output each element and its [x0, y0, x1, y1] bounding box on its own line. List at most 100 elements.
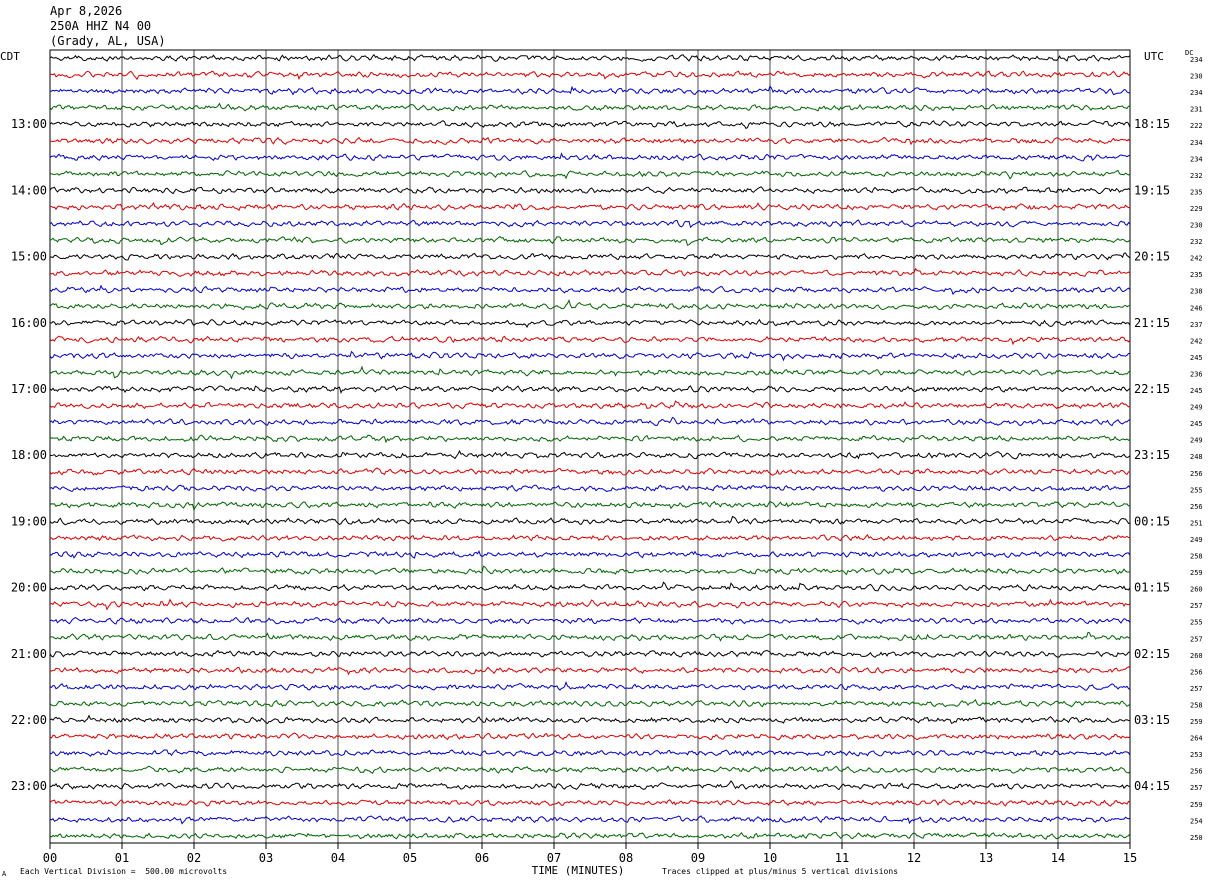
x-tick-label: 00: [43, 851, 57, 865]
dc-offset-value: 237: [1190, 321, 1203, 329]
seismic-trace: [49, 616, 1131, 625]
dc-offset-value: 232: [1190, 172, 1203, 180]
dc-offset-value: 257: [1190, 635, 1203, 643]
seismic-trace: [49, 299, 1131, 311]
left-timezone-label: CDT: [0, 50, 20, 63]
seismic-trace: [49, 267, 1131, 277]
seismic-trace: [49, 416, 1131, 427]
dc-offset-value: 250: [1190, 834, 1203, 842]
right-hour-label: 19:15: [1134, 183, 1170, 197]
seismic-trace: [49, 799, 1131, 807]
seismic-trace: [49, 365, 1131, 380]
seismic-trace: [49, 699, 1131, 708]
seismic-trace: [49, 335, 1131, 346]
dc-offset-value: 256: [1190, 470, 1203, 478]
seismic-trace: [49, 201, 1131, 211]
left-hour-label: 15:00: [11, 250, 47, 264]
dc-offset-value: 245: [1190, 387, 1203, 395]
seismic-trace: [49, 434, 1131, 444]
seismic-trace: [49, 631, 1131, 642]
seismic-trace: [49, 252, 1131, 261]
seismic-trace: [49, 714, 1131, 725]
dc-offset-value: 245: [1190, 420, 1203, 428]
x-tick-label: 06: [475, 851, 489, 865]
dc-offset-value: 242: [1190, 255, 1203, 263]
x-tick-label: 08: [619, 851, 633, 865]
dc-offset-value: 256: [1190, 503, 1203, 511]
right-hour-label: 22:15: [1134, 382, 1170, 396]
seismic-trace: [49, 732, 1131, 741]
right-hour-label: 02:15: [1134, 647, 1170, 661]
dc-offset-value: 236: [1190, 370, 1203, 378]
clipping-note: Traces clipped at plus/minus 5 vertical …: [662, 867, 899, 876]
dc-offset-value: 230: [1190, 73, 1203, 81]
x-tick-label: 11: [835, 851, 849, 865]
seismic-trace: [49, 780, 1131, 791]
dc-offset-value: 238: [1190, 288, 1203, 296]
x-tick-label: 10: [763, 851, 777, 865]
dc-offset-value: 255: [1190, 486, 1203, 494]
dc-offset-value: 232: [1190, 238, 1203, 246]
dc-offset-value: 259: [1190, 569, 1203, 577]
dc-offset-value: 235: [1190, 271, 1203, 279]
dc-offset-value: 246: [1190, 304, 1203, 312]
seismic-trace: [49, 169, 1131, 180]
x-tick-label: 13: [979, 851, 993, 865]
right-hour-label: 04:15: [1134, 779, 1170, 793]
dc-offset-value: 255: [1190, 619, 1203, 627]
seismic-trace: [49, 85, 1131, 96]
vertical-scale-note: Each Vertical Division = 500.00 microvol…: [20, 867, 228, 876]
recording-date: Apr 8,2026: [50, 4, 123, 18]
x-tick-label: 09: [691, 851, 705, 865]
dc-offset-value: 259: [1190, 718, 1203, 726]
dc-offset-value: 234: [1190, 139, 1203, 147]
dc-offset-value: 249: [1190, 437, 1203, 445]
seismic-trace: [49, 815, 1131, 825]
dc-offset-value: 222: [1190, 122, 1203, 130]
x-axis-title: TIME (MINUTES): [532, 864, 625, 877]
dc-offset-value: 251: [1190, 519, 1203, 527]
left-hour-label: 18:00: [11, 448, 47, 462]
seismic-trace: [49, 385, 1131, 394]
x-tick-label: 12: [907, 851, 921, 865]
dc-offset-value: 254: [1190, 817, 1203, 825]
seismic-trace: [49, 598, 1131, 611]
dc-offset-value: 258: [1190, 553, 1203, 561]
left-hour-label: 14:00: [11, 183, 47, 197]
dc-offset-value: 230: [1190, 222, 1203, 230]
seismic-trace: [49, 400, 1131, 410]
dc-offset-value: 256: [1190, 668, 1203, 676]
seismic-trace: [49, 186, 1131, 195]
dc-offset-value: 257: [1190, 602, 1203, 610]
right-timezone-label: UTC: [1144, 50, 1164, 63]
left-hour-label: 16:00: [11, 316, 47, 330]
dc-offset-value: 256: [1190, 768, 1203, 776]
seismic-trace: [49, 102, 1131, 112]
x-tick-label: 02: [187, 851, 201, 865]
seismic-trace: [49, 120, 1131, 130]
dc-offset-value: 257: [1190, 685, 1203, 693]
x-tick-label: 07: [547, 851, 561, 865]
dc-offset-value: 234: [1190, 89, 1203, 97]
seismic-trace: [49, 219, 1131, 229]
x-tick-label: 03: [259, 851, 273, 865]
right-hour-label: 00:15: [1134, 514, 1170, 528]
seismic-trace: [49, 666, 1131, 676]
dc-offset-value: 248: [1190, 453, 1203, 461]
dc-offset-value: 260: [1190, 586, 1203, 594]
left-hour-label: 17:00: [11, 382, 47, 396]
dc-offset-value: 235: [1190, 188, 1203, 196]
seismic-trace: [49, 681, 1131, 691]
dc-offset-value: 229: [1190, 205, 1203, 213]
corner-mark: A: [2, 870, 7, 878]
x-tick-label: 05: [403, 851, 417, 865]
left-hour-label: 19:00: [11, 514, 47, 528]
seismic-trace: [49, 534, 1131, 542]
right-hour-label: 01:15: [1134, 581, 1170, 595]
dc-offset-value: 260: [1190, 652, 1203, 660]
seismic-trace: [49, 284, 1131, 296]
dc-offset-value: 258: [1190, 701, 1203, 709]
plot-frame: [49, 49, 1131, 844]
seismic-trace: [49, 831, 1131, 840]
seismic-trace: [49, 152, 1131, 162]
